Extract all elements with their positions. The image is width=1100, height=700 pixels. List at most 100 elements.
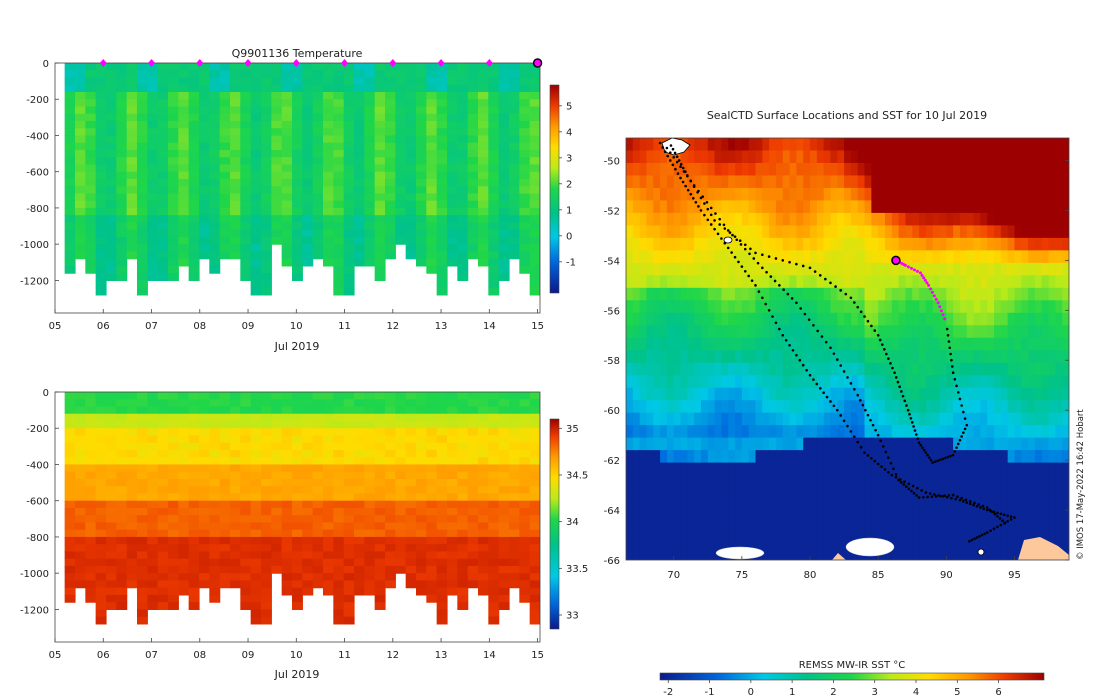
sst-cell — [980, 138, 988, 152]
sst-cell — [632, 550, 641, 560]
sst-cell — [973, 550, 981, 560]
heatmap-cell — [116, 128, 128, 137]
heatmap-cell — [281, 464, 293, 473]
heatmap-cell — [364, 77, 376, 86]
sst-cell — [626, 225, 634, 239]
sst-cell — [850, 200, 859, 214]
heatmap-cell — [374, 551, 386, 560]
heatmap-cell — [343, 522, 355, 531]
heatmap-cell — [136, 287, 148, 296]
sst-cell — [919, 225, 927, 239]
sst-cell — [707, 212, 716, 226]
sst-cell — [775, 162, 784, 177]
heatmap-cell — [260, 99, 272, 108]
sst-cell — [782, 250, 791, 264]
heatmap-cell — [508, 244, 520, 253]
sst-cell — [884, 200, 893, 214]
heatmap-cell — [178, 84, 190, 93]
sst-cell — [837, 150, 845, 164]
heatmap-cell — [395, 486, 407, 495]
heatmap-cell — [209, 493, 221, 502]
heatmap-cell — [219, 558, 231, 567]
sst-cell — [666, 250, 675, 264]
heatmap-cell — [312, 244, 324, 253]
sst-cell — [959, 237, 968, 251]
sst-cell — [987, 425, 995, 439]
sst-cell — [632, 450, 641, 464]
sst-cell — [762, 287, 770, 301]
heatmap-cell — [343, 215, 355, 224]
heatmap-cell — [219, 551, 231, 560]
heatmap-cell — [167, 142, 179, 151]
sst-cell — [796, 500, 804, 514]
sst-cell — [694, 500, 702, 514]
heatmap-cell — [529, 464, 540, 473]
sst-cell — [959, 225, 968, 239]
sst-cell — [946, 412, 954, 426]
heatmap-cell — [136, 413, 148, 422]
sst-cell — [857, 175, 866, 189]
heatmap-cell — [188, 464, 200, 473]
sst-cell — [905, 275, 913, 289]
heatmap-cell — [291, 449, 303, 458]
sst-cell — [632, 475, 641, 489]
heatmap-cell — [364, 464, 376, 473]
sst-cell — [735, 150, 743, 164]
sst-cell — [626, 462, 634, 476]
sst-cell — [1041, 362, 1050, 376]
sst-cell — [700, 362, 709, 376]
heatmap-cell — [405, 522, 417, 531]
heatmap-cell — [519, 435, 531, 444]
sst-cell — [878, 350, 886, 364]
sst-cell — [946, 325, 954, 339]
heatmap-cell — [498, 392, 510, 400]
heatmap-cell — [343, 616, 355, 625]
sst-cell — [864, 237, 872, 251]
heatmap-cell — [415, 565, 427, 574]
heatmap-cell — [291, 135, 303, 144]
heatmap-cell — [291, 587, 303, 596]
sst-cell — [1048, 437, 1056, 451]
sst-cell — [755, 425, 763, 439]
heatmap-cell — [147, 392, 159, 400]
sst-cell — [905, 475, 913, 489]
sst-cell — [803, 262, 811, 276]
heatmap-cell — [333, 258, 345, 267]
sst-cell — [632, 350, 641, 364]
sst-cell — [762, 300, 770, 314]
sst-cell — [939, 487, 947, 501]
heatmap-cell — [519, 186, 531, 195]
heatmap-cell — [353, 529, 365, 538]
heatmap-cell — [147, 558, 159, 567]
heatmap-cell — [374, 500, 386, 509]
heatmap-cell — [229, 135, 241, 144]
heatmap-cell — [312, 193, 324, 202]
sst-cell — [803, 138, 811, 152]
heatmap-cell — [498, 113, 510, 122]
heatmap-cell — [157, 149, 169, 158]
heatmap-cell — [74, 471, 86, 480]
heatmap-cell — [519, 515, 531, 524]
heatmap-cell — [498, 428, 510, 437]
sst-cell — [946, 237, 954, 251]
sst-cell — [919, 525, 927, 539]
sst-cell — [769, 200, 777, 214]
heatmap-cell — [312, 77, 324, 86]
heatmap-cell — [353, 565, 365, 574]
heatmap-cell — [312, 251, 324, 260]
heatmap-cell — [436, 580, 448, 589]
heatmap-cell — [446, 413, 458, 422]
heatmap-cell — [343, 486, 355, 495]
sst-cell — [966, 350, 975, 364]
heatmap-cell — [426, 478, 438, 487]
heatmap-cell — [219, 149, 231, 158]
heatmap-cell — [488, 77, 500, 86]
sst-cell — [973, 450, 981, 464]
heatmap-cell — [178, 457, 190, 466]
sst-cell — [782, 412, 791, 426]
salinity-heatmap — [64, 392, 540, 625]
heatmap-cell — [105, 507, 117, 516]
heatmap-cell — [364, 99, 376, 108]
sst-cell — [953, 437, 961, 451]
sst-cell — [714, 225, 723, 239]
